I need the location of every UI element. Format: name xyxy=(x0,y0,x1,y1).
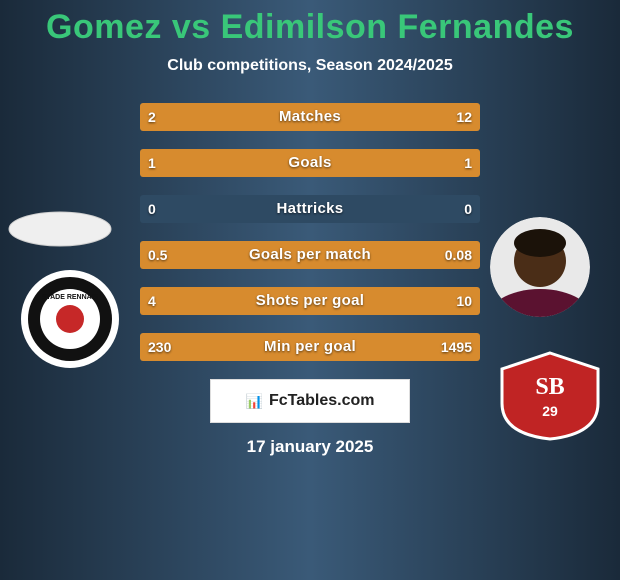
stat-label: Shots per goal xyxy=(140,287,480,315)
left-club-badge: STADE RENNAIS xyxy=(20,269,120,369)
stat-row: 0.50.08Goals per match xyxy=(140,241,480,269)
stat-row: 410Shots per goal xyxy=(140,287,480,315)
right-player-avatar xyxy=(490,217,590,317)
page-title: Gomez vs Edimilson Fernandes xyxy=(0,0,620,47)
stat-row: 2301495Min per goal xyxy=(140,333,480,361)
stat-label: Min per goal xyxy=(140,333,480,361)
stat-label: Matches xyxy=(140,103,480,131)
svg-text:STADE RENNAIS: STADE RENNAIS xyxy=(42,294,99,301)
right-club-badge: SB 29 xyxy=(498,351,602,441)
stat-label: Goals xyxy=(140,149,480,177)
stat-label: Goals per match xyxy=(140,241,480,269)
source-badge: 📊 FcTables.com xyxy=(210,379,410,423)
subtitle: Club competitions, Season 2024/2025 xyxy=(0,57,620,75)
comparison-arena: STADE RENNAIS SB 29 212Matches 11Goals 00H… xyxy=(0,93,620,457)
chart-icon: 📊 xyxy=(246,393,263,410)
stat-row: 11Goals xyxy=(140,149,480,177)
svg-text:29: 29 xyxy=(542,403,558,419)
left-player-avatar xyxy=(8,211,112,247)
source-badge-text: FcTables.com xyxy=(269,392,375,410)
stat-bars: 212Matches 11Goals 00Hattricks 0.50.08Goals… xyxy=(140,93,480,361)
svg-text:SB: SB xyxy=(535,374,564,400)
comparison-card: Gomez vs Edimilson Fernandes Club compet… xyxy=(0,0,620,580)
stat-row: 212Matches xyxy=(140,103,480,131)
stat-row: 00Hattricks xyxy=(140,195,480,223)
stat-label: Hattricks xyxy=(140,195,480,223)
